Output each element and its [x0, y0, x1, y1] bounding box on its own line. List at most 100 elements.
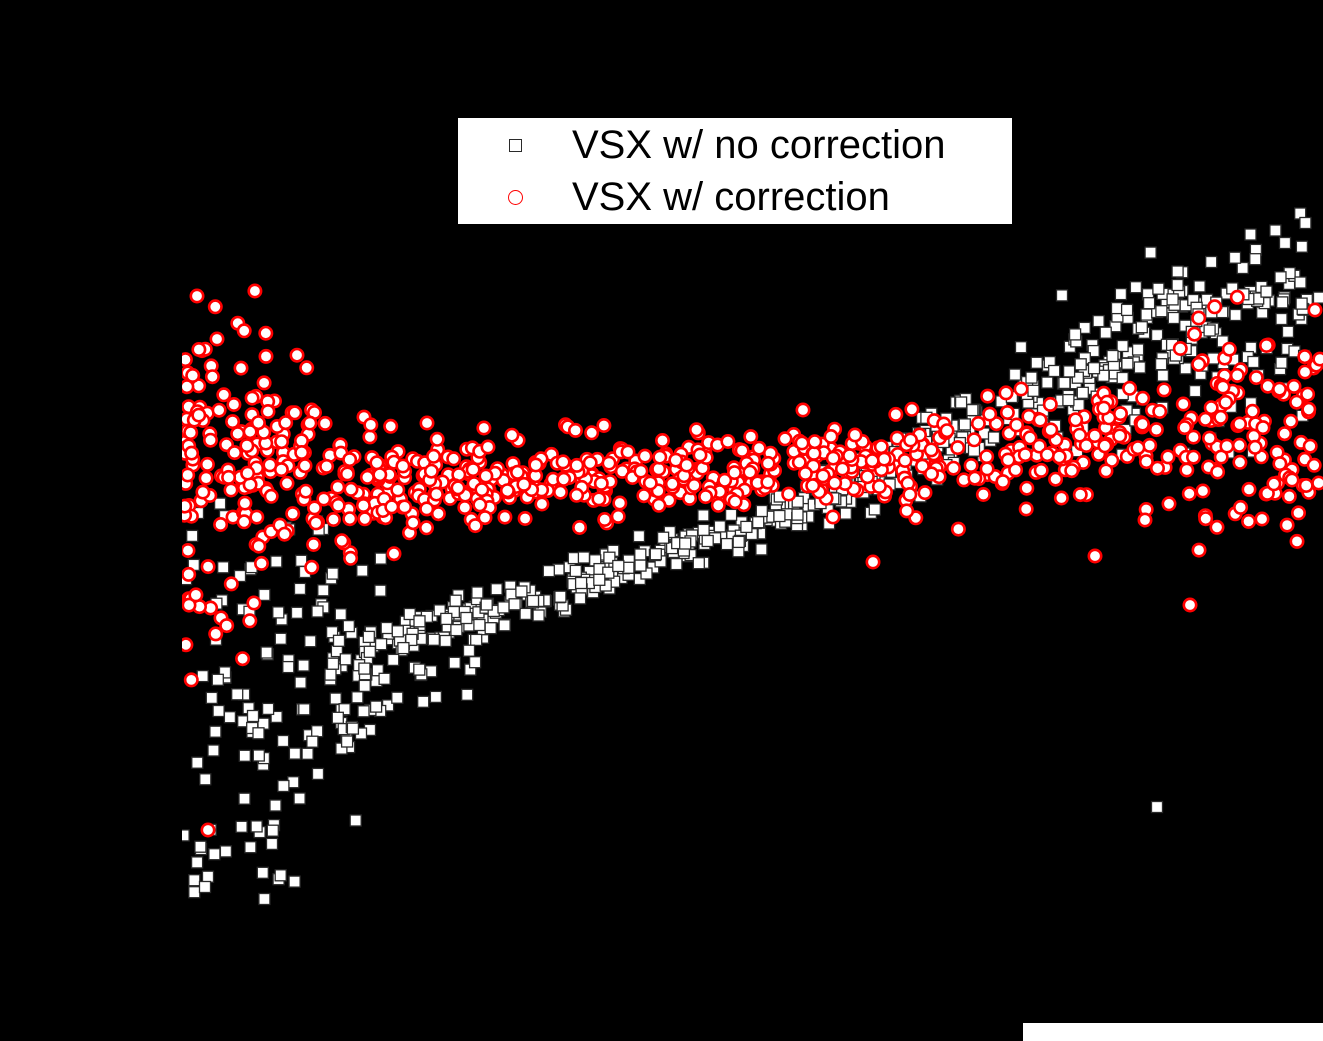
data-point-square: [331, 711, 344, 724]
data-point-square: [293, 792, 306, 805]
data-point-square: [274, 632, 287, 645]
data-point-circle: [902, 486, 918, 502]
data-point-square: [1150, 800, 1164, 814]
data-point-circle: [1042, 396, 1058, 412]
data-point-square: [1171, 278, 1184, 292]
data-point-circle: [1187, 326, 1203, 342]
data-point-square: [612, 559, 625, 573]
data-point-square: [670, 557, 683, 571]
data-point-circle: [791, 454, 807, 470]
data-point-circle: [225, 414, 241, 430]
data-point-circle: [200, 559, 216, 575]
data-point-circle: [923, 442, 939, 458]
data-point-circle: [497, 509, 513, 525]
data-point-circle: [742, 464, 758, 480]
data-point-circle: [1043, 422, 1059, 438]
data-point-circle: [847, 427, 863, 443]
data-point-circle: [1272, 381, 1288, 397]
data-point-circle: [182, 498, 193, 514]
open-circle-marker-icon: [507, 189, 523, 205]
data-point-circle: [636, 488, 652, 504]
data-point-square: [1155, 305, 1168, 318]
data-point-square: [1179, 362, 1192, 375]
data-point-square: [378, 672, 391, 685]
data-point-circle: [1245, 403, 1261, 419]
data-point-square: [1097, 369, 1110, 382]
data-point-circle: [208, 626, 224, 642]
data-point-square: [213, 497, 227, 510]
data-point-circle: [552, 484, 568, 500]
data-point-circle: [1000, 452, 1016, 468]
data-point-square: [1312, 291, 1323, 304]
data-point-circle: [289, 347, 305, 363]
data-point-square: [1072, 398, 1085, 412]
data-point-circle: [1209, 519, 1225, 535]
data-point-circle: [200, 822, 216, 838]
data-point-circle: [227, 445, 243, 461]
data-point-circle: [1306, 457, 1322, 473]
data-point-square: [1121, 357, 1134, 370]
data-point-circle: [797, 465, 813, 481]
data-point-square: [1135, 321, 1148, 334]
data-point-circle: [914, 458, 930, 474]
data-point-circle: [319, 458, 335, 474]
data-point-square: [1244, 228, 1257, 241]
data-point-circle: [191, 341, 207, 357]
data-point-square: [490, 583, 503, 596]
data-point-square: [470, 633, 483, 647]
data-point-circle: [285, 506, 301, 522]
data-point-circle: [1221, 341, 1237, 357]
data-point-circle: [825, 450, 841, 466]
data-point-square: [427, 633, 440, 646]
data-point-circle: [825, 509, 841, 525]
data-point-square: [311, 605, 324, 618]
data-point-square: [724, 508, 738, 522]
data-point-circle: [219, 618, 235, 634]
data-point-square: [791, 495, 804, 508]
data-point-circle: [726, 465, 742, 481]
data-point-square: [701, 534, 714, 548]
data-point-circle: [209, 331, 225, 347]
data-point-circle: [1156, 382, 1172, 398]
data-point-circle: [1072, 487, 1088, 503]
data-point-square: [1295, 240, 1309, 253]
data-point-circle: [1255, 420, 1271, 436]
data-point-square: [1167, 311, 1180, 325]
data-point-circle: [584, 425, 600, 441]
data-point-circle: [950, 521, 966, 537]
data-point-square: [332, 634, 346, 647]
data-point-square: [1114, 287, 1128, 301]
data-point-circle: [1032, 412, 1048, 428]
data-point-circle: [183, 672, 199, 688]
data-point-circle: [273, 462, 289, 478]
data-point-square: [256, 866, 269, 879]
data-point-circle: [294, 444, 310, 460]
data-point-circle: [213, 516, 229, 532]
data-point-circle: [1191, 356, 1207, 372]
data-point-square: [1229, 308, 1242, 322]
data-point-square: [1152, 282, 1165, 295]
data-point-circle: [1218, 394, 1234, 410]
data-point-circle: [1229, 367, 1245, 383]
data-point-circle: [236, 514, 252, 530]
data-point-square: [574, 576, 588, 590]
data-point-square: [294, 676, 307, 689]
data-point-circle: [308, 515, 324, 531]
data-point-square: [188, 874, 201, 887]
data-point-circle: [815, 468, 831, 484]
data-point-circle: [917, 485, 933, 501]
data-point-circle: [250, 415, 266, 431]
data-point-circle: [967, 470, 983, 486]
data-point-circle: [1186, 429, 1202, 445]
data-point-circle: [343, 481, 359, 497]
data-point-circle: [963, 457, 979, 473]
data-point-circle: [734, 442, 750, 458]
data-point-circle: [480, 439, 496, 455]
data-point-circle: [1033, 462, 1049, 478]
data-point-circle: [1191, 310, 1207, 326]
data-point-square: [277, 779, 290, 793]
data-point-circle: [204, 369, 220, 385]
data-point-circle: [642, 475, 658, 491]
data-point-circle: [1138, 454, 1154, 470]
data-point-circle: [1068, 412, 1084, 428]
